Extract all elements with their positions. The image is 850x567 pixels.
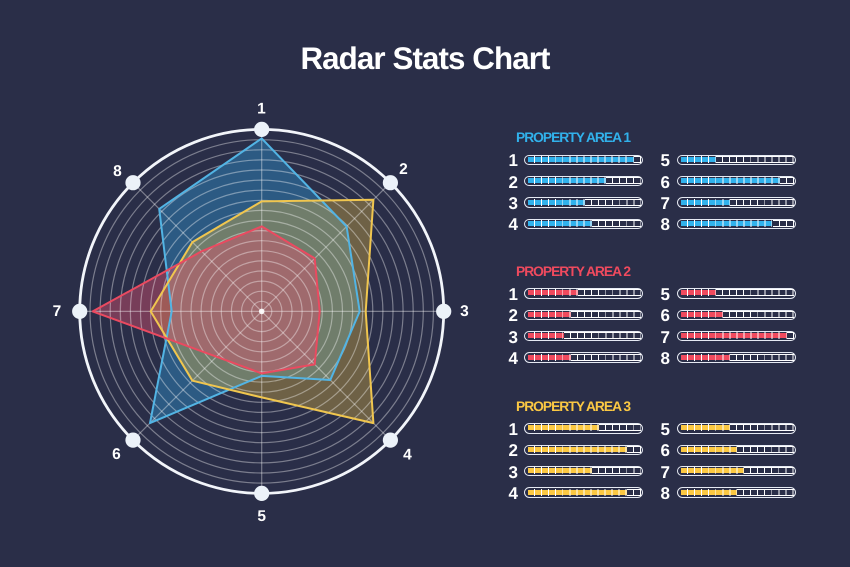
- svg-text:5: 5: [257, 508, 266, 525]
- svg-text:7: 7: [53, 303, 62, 320]
- svg-text:2: 2: [399, 161, 408, 178]
- svg-text:8: 8: [113, 163, 122, 180]
- svg-text:3: 3: [460, 303, 469, 320]
- svg-text:4: 4: [403, 446, 412, 463]
- svg-text:6: 6: [112, 446, 121, 463]
- svg-text:1: 1: [257, 100, 266, 117]
